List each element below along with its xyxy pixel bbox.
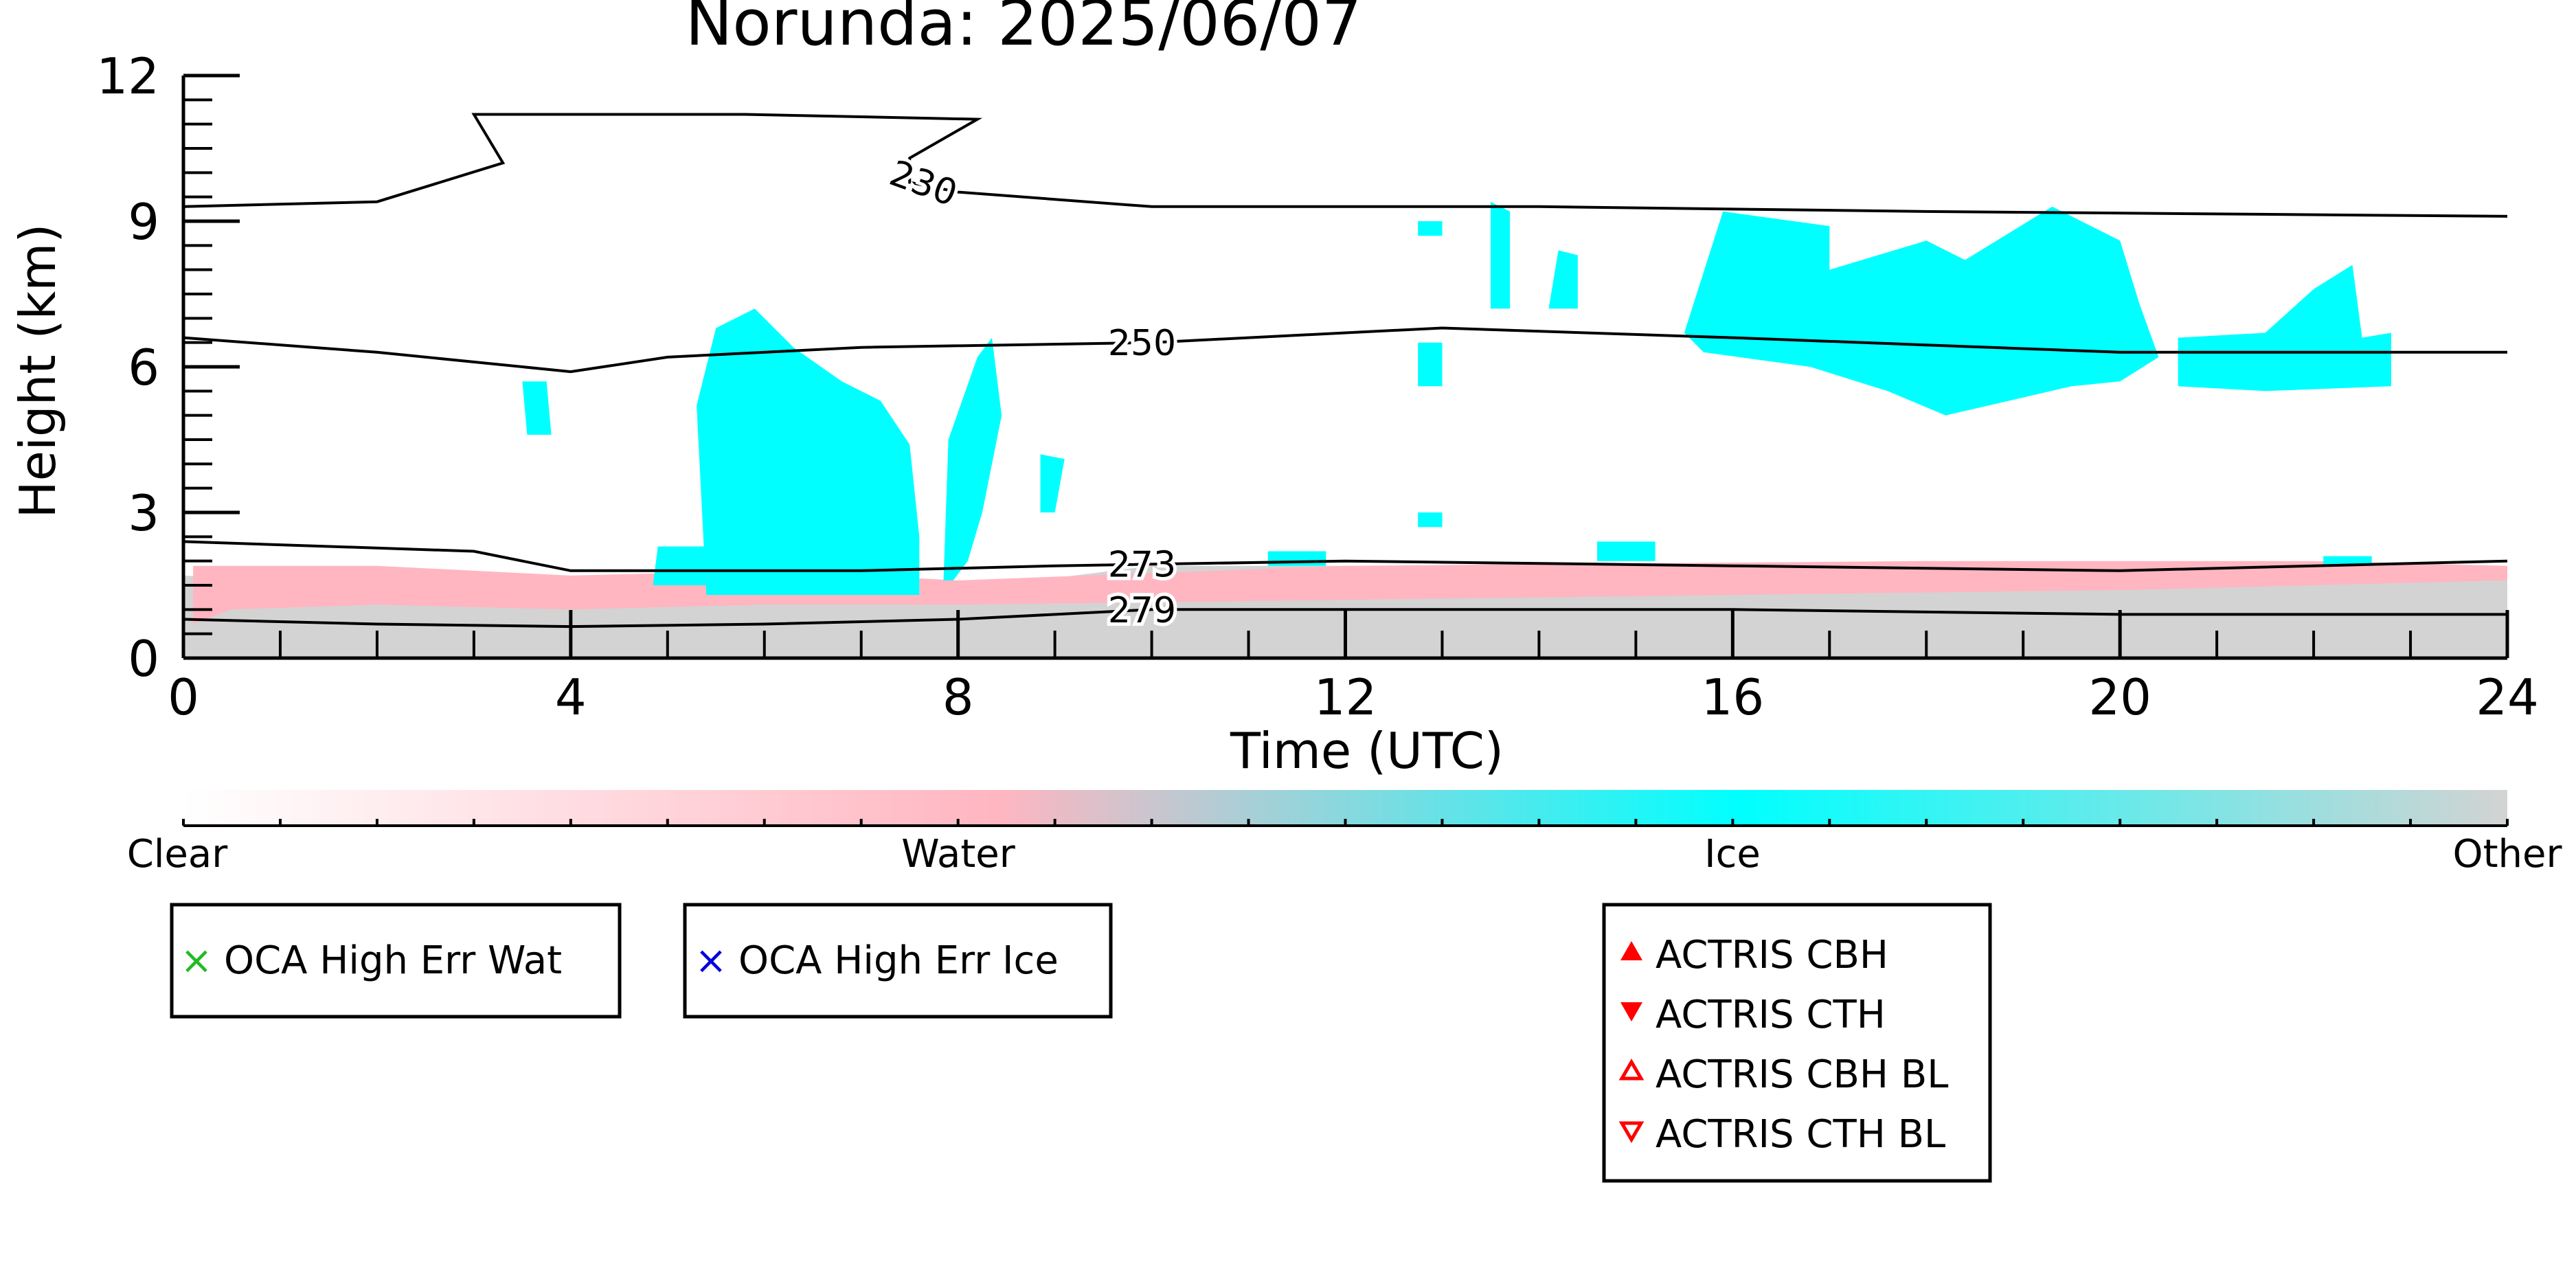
y-tick-label: 12	[96, 47, 159, 105]
y-tick-label: 9	[128, 193, 159, 251]
y-tick-label: 0	[128, 630, 159, 688]
region-ice	[1684, 206, 2159, 416]
x-ticks: 0 4 8 12 16 20 24	[168, 610, 2539, 726]
y-ticks: 0 3 6 9 12	[96, 47, 240, 688]
legend-label: OCA High Err Ice	[738, 938, 1059, 983]
contour-line-279	[183, 608, 2507, 629]
legend-box	[170, 903, 622, 1019]
region-ice	[1418, 512, 1443, 528]
region-ice	[697, 308, 920, 596]
colorbar: Clear Water Ice Other	[127, 790, 2562, 877]
contour-label-230: 230	[884, 152, 962, 214]
region-ice	[1418, 221, 1443, 236]
legend-label: ACTRIS CTH BL	[1656, 1112, 1945, 1157]
region-ice	[1040, 454, 1065, 512]
region-ice	[1490, 201, 1511, 309]
y-tick-label: 3	[128, 484, 159, 542]
legend-label: ACTRIS CTH	[1656, 993, 1886, 1037]
contour-line-250	[183, 326, 2507, 374]
x-tick-label: 12	[1314, 668, 1377, 726]
triangle-up-open-icon	[1618, 1059, 1645, 1081]
contour-label-279: 279	[1108, 590, 1176, 631]
colorbar-label-ice: Ice	[1704, 832, 1761, 877]
region-ice	[1267, 551, 1326, 566]
x-tick-label: 16	[1702, 668, 1765, 726]
contour-line-273	[183, 540, 2508, 572]
x-tick-label: 8	[942, 668, 974, 726]
x-tick-label: 20	[2088, 668, 2151, 726]
x-marker-icon: ×	[695, 938, 727, 983]
region-ice	[1418, 342, 1443, 387]
triangle-down-filled-icon	[1620, 1002, 1642, 1021]
classification-regions	[183, 201, 2507, 658]
region-ice	[1548, 250, 1578, 309]
region-ice	[1597, 541, 1656, 561]
x-marker-icon: ×	[181, 938, 213, 983]
chart-title: Norunda: 2025/06/07	[686, 0, 1362, 60]
legend-label: OCA High Err Wat	[224, 938, 562, 983]
x-tick-label: 0	[168, 668, 199, 726]
region-ice	[2178, 264, 2391, 392]
legend-oca-water: × OCA High Err Wat	[170, 903, 622, 1019]
region-ice	[943, 337, 1002, 580]
contour-label-273: 273	[1108, 545, 1176, 586]
contour-label-250: 250	[1108, 323, 1176, 364]
y-tick-label: 6	[128, 339, 159, 396]
x-tick-label: 24	[2476, 668, 2539, 726]
region-ice	[522, 381, 552, 435]
triangle-up-filled-icon	[1620, 941, 1642, 960]
legend-oca-ice: × OCA High Err Ice	[683, 903, 1113, 1019]
colorbar-label-other: Other	[2452, 832, 2562, 877]
legend-label: ACTRIS CBH	[1656, 933, 1888, 978]
y-axis-label: Height (km)	[9, 224, 67, 519]
region-ice	[653, 546, 707, 585]
triangle-down-open-icon	[1618, 1121, 1645, 1143]
x-axis-label: Time (UTC)	[1230, 722, 1504, 780]
legend-label: ACTRIS CBH BL	[1656, 1052, 1948, 1097]
legend-box	[1602, 903, 1992, 1183]
colorbar-label-clear: Clear	[127, 832, 228, 877]
colorbar-label-water: Water	[901, 832, 1016, 877]
x-tick-label: 4	[555, 668, 587, 726]
legend-actris: ACTRIS CBH ACTRIS CTH ACTRIS CBH BL ACTR…	[1602, 903, 1992, 1183]
colorbar-ticks	[182, 819, 2509, 826]
contour-line-230	[183, 113, 2508, 218]
legend-box	[683, 903, 1113, 1019]
